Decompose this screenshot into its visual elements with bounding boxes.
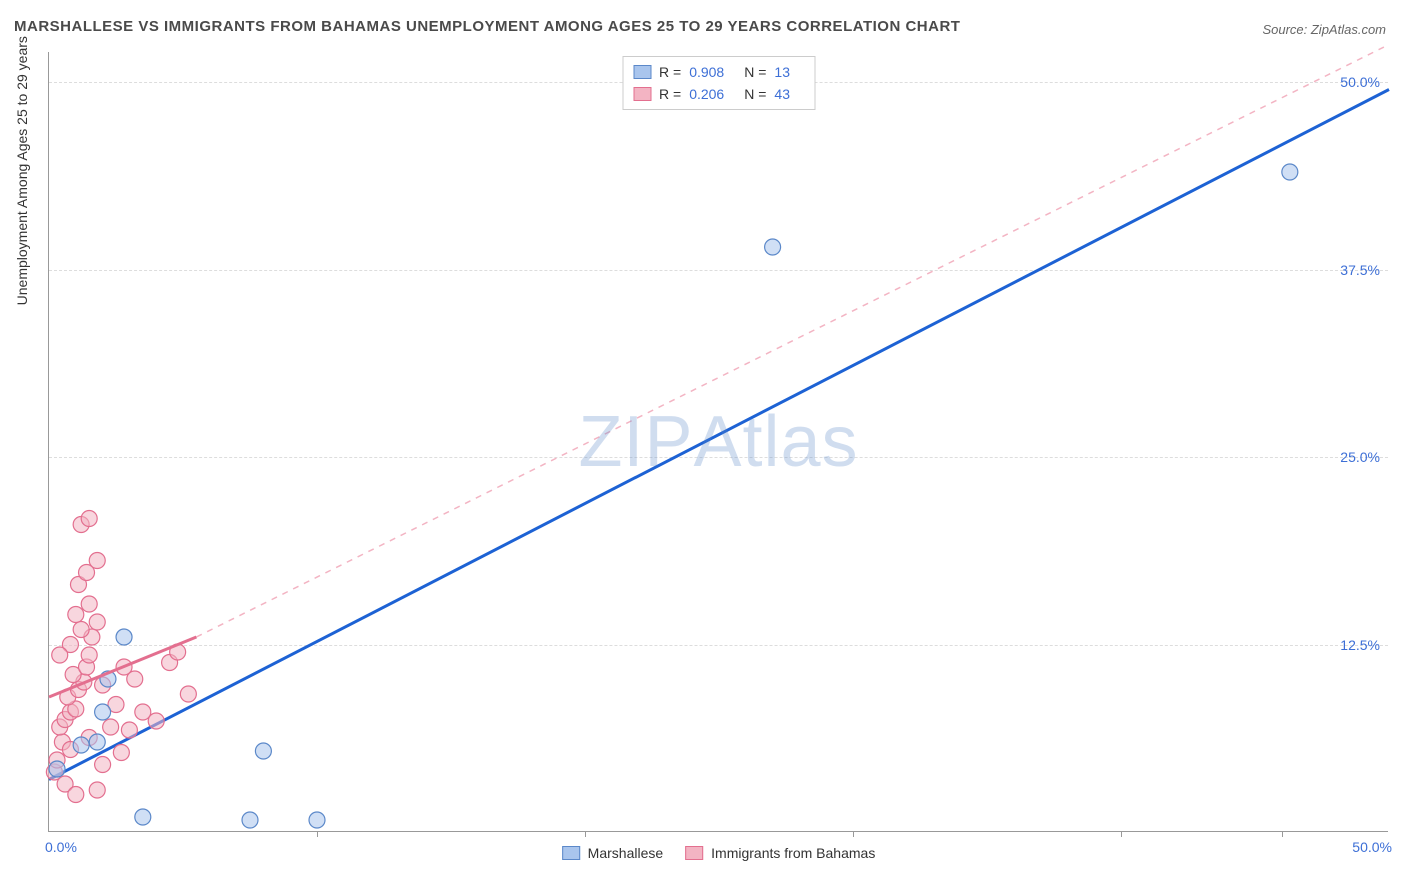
legend-item-marshallese: Marshallese — [562, 845, 663, 861]
x-tick-0: 0.0% — [45, 839, 77, 855]
x-tick-minor — [1121, 831, 1122, 837]
data-point — [127, 671, 143, 687]
legend-correlation: R = 0.908 N = 13 R = 0.206 N = 43 — [622, 56, 815, 110]
legend-row: R = 0.908 N = 13 — [633, 61, 804, 83]
legend-n-label: N = — [744, 83, 766, 105]
legend-series: Marshallese Immigrants from Bahamas — [562, 845, 876, 861]
data-point — [113, 745, 129, 761]
data-point — [81, 511, 97, 527]
data-point — [135, 809, 151, 825]
data-point — [103, 719, 119, 735]
scatter-svg — [49, 52, 1388, 831]
trend-line — [49, 90, 1389, 780]
data-point — [68, 787, 84, 803]
source-attribution: Source: ZipAtlas.com — [1262, 22, 1386, 37]
data-point — [180, 686, 196, 702]
data-point — [95, 757, 111, 773]
x-tick-50: 50.0% — [1352, 839, 1392, 855]
legend-swatch-blue — [562, 846, 580, 860]
x-tick-minor — [585, 831, 586, 837]
legend-r-label: R = — [659, 61, 681, 83]
legend-swatch-pink — [685, 846, 703, 860]
data-point — [121, 722, 137, 738]
data-point — [49, 761, 65, 777]
legend-swatch-pink — [633, 87, 651, 101]
data-point — [89, 553, 105, 569]
legend-n-label: N = — [744, 61, 766, 83]
data-point — [89, 734, 105, 750]
chart-container: MARSHALLESE VS IMMIGRANTS FROM BAHAMAS U… — [0, 0, 1406, 892]
data-point — [765, 239, 781, 255]
trend-line — [196, 45, 1389, 638]
legend-r-value: 0.908 — [689, 61, 724, 83]
data-point — [255, 743, 271, 759]
legend-label: Marshallese — [588, 845, 663, 861]
legend-swatch-blue — [633, 65, 651, 79]
data-point — [81, 647, 97, 663]
chart-title: MARSHALLESE VS IMMIGRANTS FROM BAHAMAS U… — [14, 18, 960, 35]
data-point — [148, 713, 164, 729]
legend-n-value: 13 — [774, 61, 790, 83]
data-point — [73, 622, 89, 638]
legend-r-label: R = — [659, 83, 681, 105]
x-tick-minor — [317, 831, 318, 837]
legend-row: R = 0.206 N = 43 — [633, 83, 804, 105]
legend-n-value: 43 — [774, 83, 790, 105]
data-point — [1282, 164, 1298, 180]
plot-area: ZIPAtlas 12.5%25.0%37.5%50.0% R = 0.908 … — [48, 52, 1388, 832]
legend-r-value: 0.206 — [689, 83, 724, 105]
data-point — [242, 812, 258, 828]
legend-label: Immigrants from Bahamas — [711, 845, 875, 861]
data-point — [52, 647, 68, 663]
data-point — [73, 737, 89, 753]
data-point — [68, 607, 84, 623]
data-point — [81, 596, 97, 612]
data-point — [116, 629, 132, 645]
data-point — [95, 704, 111, 720]
y-axis-title: Unemployment Among Ages 25 to 29 years — [14, 36, 30, 305]
x-tick-minor — [853, 831, 854, 837]
data-point — [89, 782, 105, 798]
data-point — [309, 812, 325, 828]
legend-item-bahamas: Immigrants from Bahamas — [685, 845, 875, 861]
data-point — [89, 614, 105, 630]
x-tick-minor — [1282, 831, 1283, 837]
